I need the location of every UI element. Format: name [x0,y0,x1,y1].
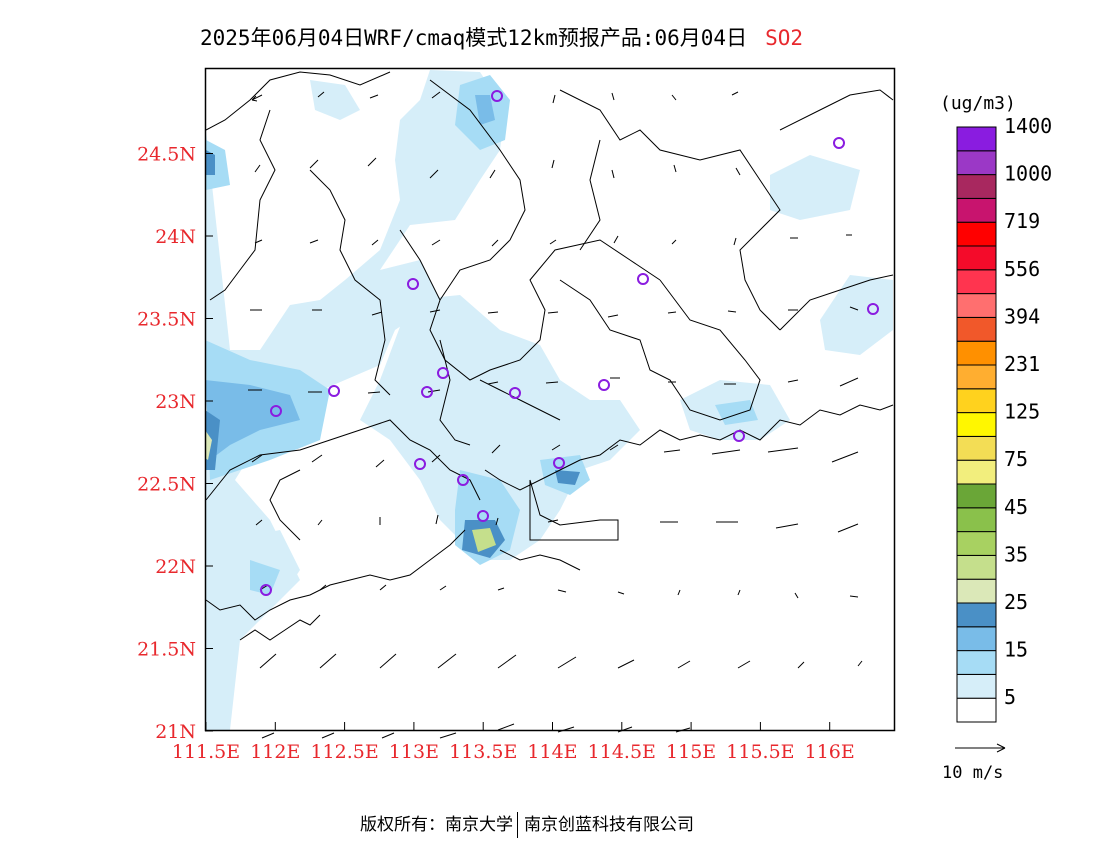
lon-tick-label: 113.5E [449,741,517,763]
colorbar-swatch [956,697,997,723]
station-marker [733,430,745,442]
colorbar-swatch [956,316,997,342]
chart-title: 2025年06月04日WRF/cmaq模式12km预报产品:06月04日 SO2 [200,22,803,52]
boundaries [205,71,894,641]
station-marker [437,367,449,379]
colorbar-labels: 5 15 25 35 45 75 125 231 394 556 719 1000 1400 [1004,114,1052,709]
colorbar-swatch [956,435,997,461]
station-marker [477,510,489,522]
colorbar-swatch [956,602,997,628]
colorbar-swatch [956,626,997,652]
colorbar-swatch [956,174,997,199]
lon-tick-label: 115.5E [726,741,794,763]
colorbar-swatch [956,245,997,271]
colorbar-swatch [956,554,997,580]
colorbar-swatch [956,650,997,675]
wind-reference-arrow [955,743,1006,753]
lat-tick-label: 23N [155,391,196,413]
title-text: 2025年06月04日WRF/cmaq模式12km预报产品:06月04日 [200,26,748,50]
lon-tick-label: 115E [666,741,716,763]
colorbar-swatch [956,531,997,556]
lat-tick-label: 24.5N [137,144,196,166]
lat-tick-label: 21.5N [137,639,196,661]
lon-tick-label: 112E [250,741,300,763]
station-marker [421,386,433,398]
colorbar-label: 556 [1004,257,1040,281]
station-markers [260,90,879,596]
lon-tick-label: 114E [527,741,577,763]
colorbar-swatch [956,483,997,509]
colorbar-label: 1400 [1004,114,1052,138]
colorbar-unit: (ug/m3) [940,93,1016,114]
station-marker [867,303,879,315]
station-marker [457,474,469,486]
colorbar-label: 1000 [1004,162,1052,186]
station-marker [260,584,272,596]
station-marker [328,385,340,397]
lon-tick-label: 112.5E [310,741,378,763]
lon-tick-label: 113E [389,741,439,763]
lon-tick-label: 116E [805,741,855,763]
colorbar [956,126,997,723]
station-marker [270,405,282,417]
colorbar-label: 15 [1004,638,1028,662]
colorbar-label: 25 [1004,590,1028,614]
station-marker [414,458,426,470]
lat-tick-label: 22N [155,556,196,578]
station-marker [598,379,610,391]
colorbar-swatch [956,340,997,366]
colorbar-label: 75 [1004,447,1028,471]
colorbar-swatch [956,459,997,485]
colorbar-swatch [956,197,997,223]
colorbar-swatch [956,507,997,533]
colorbar-swatch [956,293,997,318]
colorbar-swatch [956,221,997,247]
copyright-company: 南京创蓝科技有限公司 [524,815,694,835]
species-label: SO2 [765,26,804,50]
station-marker [491,90,503,102]
latitude-axis: 21N 21.5N 22N 22.5N 23N 23.5N 24N 24.5N [137,144,213,743]
colorbar-swatch [956,126,997,152]
colorbar-swatch [956,269,997,295]
colorbar-label: 231 [1004,352,1040,376]
lon-tick-label: 111.5E [172,741,240,763]
colorbar-label: 5 [1004,685,1016,709]
colorbar-swatch [956,578,997,604]
colorbar-swatch [956,673,997,699]
station-marker [637,273,649,285]
colorbar-label: 35 [1004,542,1028,566]
colorbar-swatch [956,150,997,176]
colorbar-label: 719 [1004,209,1040,233]
lat-tick-label: 21N [155,721,196,743]
colorbar-swatch [956,388,997,414]
wind-vectors [248,91,863,739]
station-marker [407,278,419,290]
copyright-owner: 版权所有：南京大学 [360,815,513,835]
lat-tick-label: 24N [155,226,196,248]
so2-shading [205,70,893,730]
footer-divider [517,812,518,838]
station-marker [509,387,521,399]
station-marker [553,457,565,469]
map-frame [204,67,896,732]
colorbar-label: 125 [1004,400,1040,424]
lat-tick-label: 23.5N [137,309,196,331]
colorbar-swatch [956,412,997,437]
station-marker [833,137,845,149]
copyright-footer: 版权所有：南京大学 南京创蓝科技有限公司 [360,810,694,838]
colorbar-label: 45 [1004,495,1028,519]
lat-tick-label: 22.5N [137,474,196,496]
longitude-axis: 111.5E 112E 112.5E 113E 113.5E 114E 114.5E 115E… [172,722,855,763]
colorbar-swatch [956,364,997,390]
colorbar-label: 394 [1004,304,1040,328]
wind-reference-label: 10 m/s [942,763,1003,783]
lon-tick-label: 114.5E [588,741,656,763]
